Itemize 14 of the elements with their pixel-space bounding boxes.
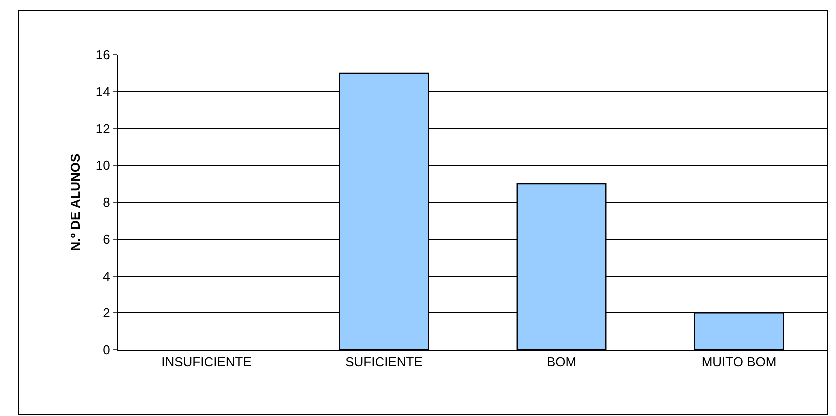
y-tick-label: 4 xyxy=(103,268,110,284)
y-tick-label: 8 xyxy=(103,195,110,210)
y-tick-label: 0 xyxy=(103,342,110,358)
y-tick-label: 6 xyxy=(103,232,110,247)
x-tick-label: BOM xyxy=(546,354,577,370)
y-tick-label: 14 xyxy=(96,84,110,100)
x-tick-label: INSUFICIENTE xyxy=(162,354,252,370)
x-tick-label: MUITO BOM xyxy=(702,354,777,370)
y-tick-label: 10 xyxy=(96,158,110,174)
x-tick-label: SUFICIENTE xyxy=(346,354,424,370)
y-tick-label: 16 xyxy=(96,48,110,63)
y-axis-title: N.º DE ALUNOS xyxy=(68,153,83,252)
y-tick-label: 2 xyxy=(103,306,110,321)
y-tick-label: 12 xyxy=(96,121,110,136)
